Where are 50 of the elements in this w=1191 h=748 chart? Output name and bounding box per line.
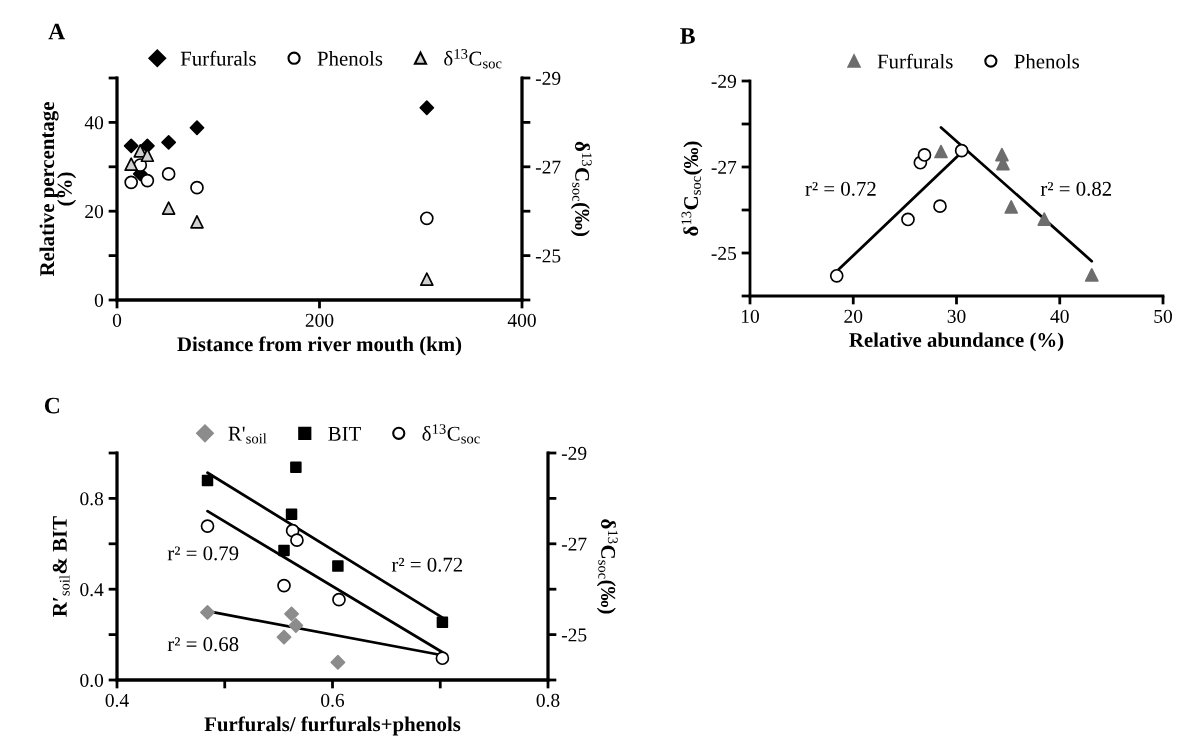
legend-label: Furfurals (180, 50, 256, 66)
x-axis-title: Furfurals/ furfurals+phenols (204, 716, 461, 736)
y2-tick-label: -25 (535, 249, 561, 263)
x-tick-label: 0.4 (105, 693, 129, 707)
legend-label: δ$^{13}$C$_{soc}$ (444, 49, 502, 69)
legend-label: Phenols (1014, 53, 1080, 69)
chart-title: B (680, 28, 695, 44)
x-tick-label: 30 (947, 309, 966, 323)
x-tick-label: 0 (112, 313, 122, 327)
annotation: r² = 0.72 (805, 181, 876, 196)
y-tick-label: -25 (711, 246, 737, 260)
x-tick-label: 400 (507, 313, 536, 327)
annotation: r² = 0.79 (167, 546, 239, 561)
x-tick-label: 0.8 (536, 693, 560, 707)
y-tick-label: -29 (711, 74, 737, 88)
y-tick-label: 0.4 (80, 583, 104, 597)
chart-title: A (48, 23, 66, 40)
y-tick-label: 0.8 (80, 492, 104, 506)
y-axis-title: R′$_{soil}$& BIT (52, 516, 70, 617)
legend-label: Phenols (317, 51, 383, 66)
y2-tick-label: -27 (535, 160, 561, 174)
y-tick-label: 0.0 (80, 673, 104, 688)
x-tick-label: 20 (844, 309, 863, 323)
x-tick-label: 40 (1050, 309, 1069, 323)
legend-label: Furfurals (877, 53, 953, 69)
y2-tick-label: -27 (561, 537, 587, 551)
x-tick-label: 0.6 (321, 693, 345, 707)
annotation: r² = 0.72 (391, 557, 463, 572)
x-tick-label: 10 (741, 309, 759, 323)
y2-tick-label: -29 (535, 71, 561, 85)
legend-label: R'$_{soil}$ (228, 426, 267, 444)
legend-label: δ$^{13}$C$_{soc}$ (422, 424, 480, 444)
legend-label: BIT (328, 426, 361, 441)
y-tick-label: 20 (85, 205, 104, 219)
x-axis-title: Distance from river mouth (km) (177, 336, 462, 356)
x-axis-title: Relative abundance (%) (849, 332, 1064, 352)
y-axis-title: Relative percentage (%) (39, 102, 77, 277)
annotation: r² = 0.68 (167, 637, 239, 652)
y-axis-title: δ$^{13}$C$_{soc}$(‰) (681, 141, 703, 236)
y2-tick-label: -29 (561, 446, 587, 460)
annotation: r² = 0.82 (1040, 181, 1112, 196)
y2-axis-title: δ$^{13}$C$_{soc}$(‰) (570, 141, 592, 236)
y-tick-label: 0 (94, 293, 104, 307)
x-tick-label: 50 (1154, 309, 1172, 323)
y-tick-label: 40 (84, 116, 104, 130)
y2-axis-title: δ$^{13}$C$_{soc}$(‰) (596, 519, 618, 614)
y2-tick-label: -25 (561, 628, 587, 642)
y-tick-label: -27 (711, 160, 737, 174)
chart-title: C (44, 397, 59, 414)
x-tick-label: 200 (305, 313, 334, 327)
